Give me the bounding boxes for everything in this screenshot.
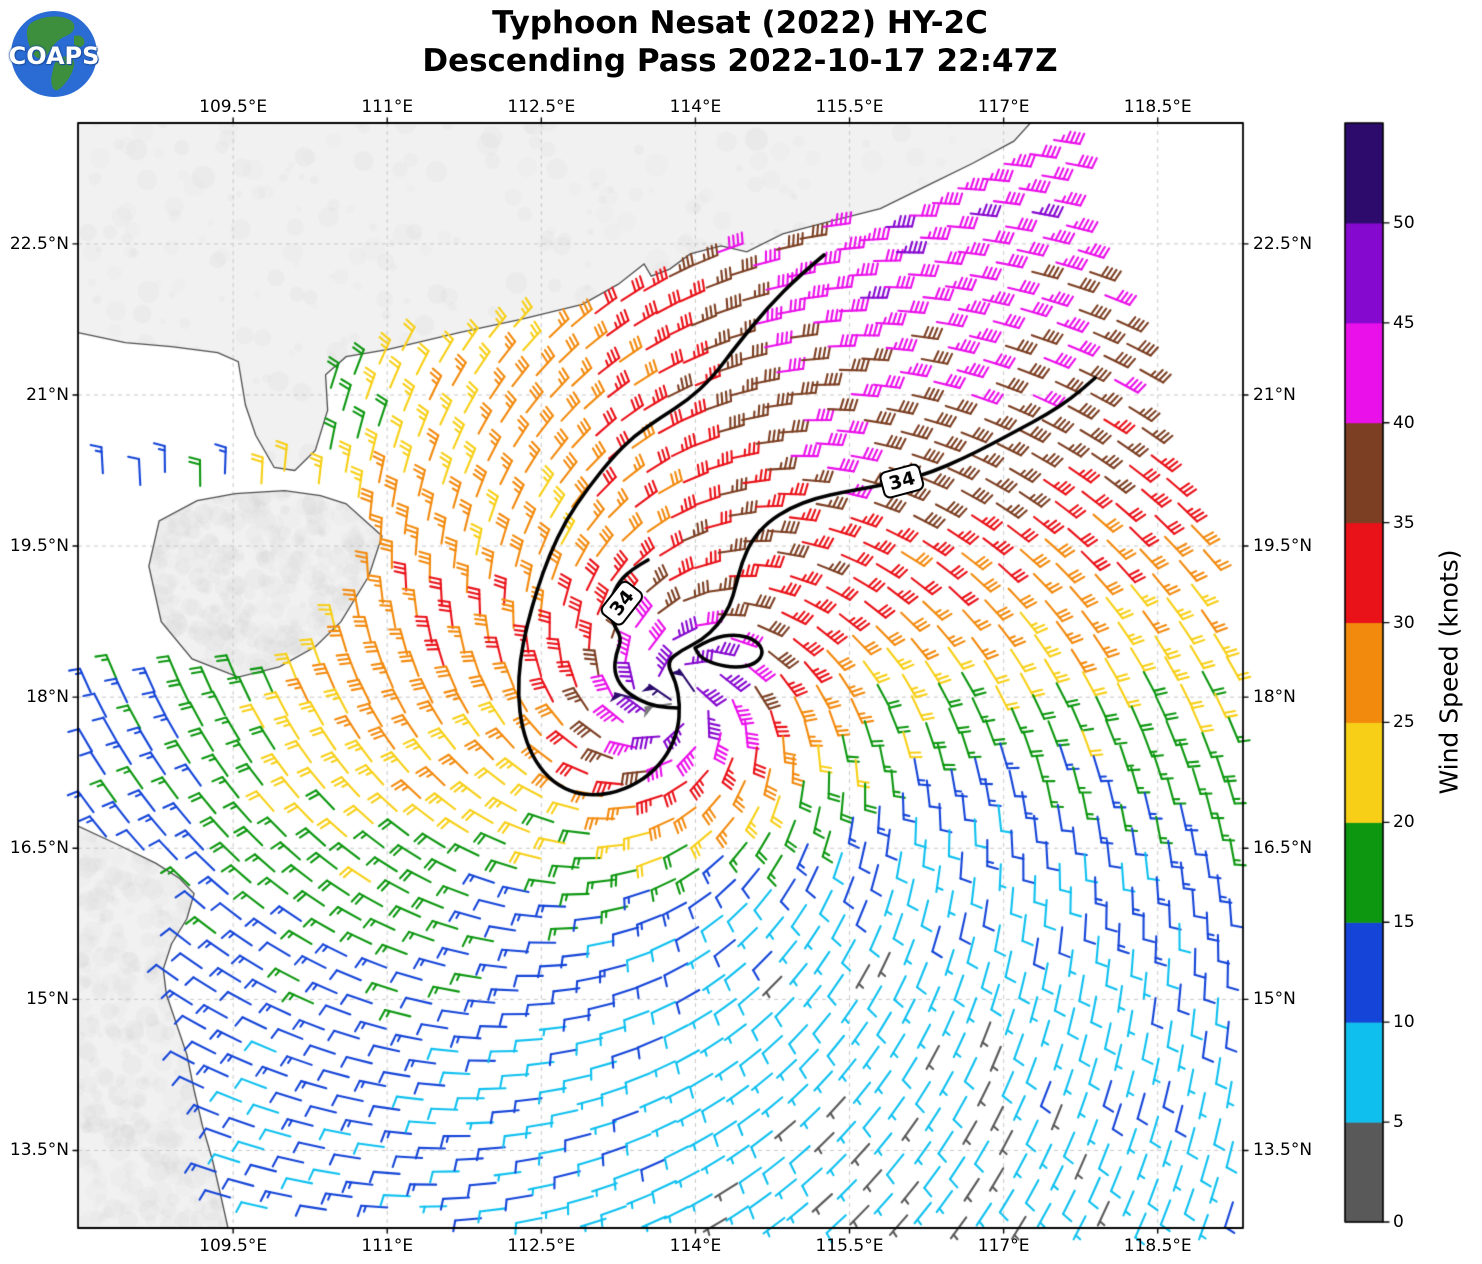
colorbar-tick: 50 [1393,212,1415,233]
colorbar-tick: 35 [1393,512,1415,533]
colorbar-tick: 10 [1393,1012,1415,1033]
lat-tick-left: 21°N [26,384,69,405]
lat-tick-right: 22.5°N [1253,233,1313,254]
lon-tick-top: 117°E [977,97,1030,117]
lat-tick-right: 19.5°N [1253,536,1313,557]
page-title: Typhoon Nesat (2022) HY-2C Descending Pa… [60,4,1420,80]
logo-text: COAPS [8,42,100,70]
lon-tick-bottom: 118.5°E [1123,1236,1192,1256]
title-line-2: Descending Pass 2022-10-17 22:47Z [422,43,1058,79]
colorbar-tick: 25 [1393,712,1415,733]
lat-tick-right: 15°N [1253,989,1296,1010]
lon-tick-bottom: 114°E [669,1236,722,1256]
lat-tick-right: 16.5°N [1253,838,1313,859]
lon-tick-top: 109.5°E [199,97,268,117]
lat-tick-right: 18°N [1253,687,1296,708]
lon-tick-bottom: 112.5°E [507,1236,576,1256]
colorbar-tick: 15 [1393,912,1415,933]
colorbar-tick: 45 [1393,312,1415,333]
title-line-1: Typhoon Nesat (2022) HY-2C [492,5,988,41]
lat-tick-left: 13.5°N [9,1140,69,1161]
globe-icon [11,11,97,97]
colorbar-tick: 0 [1393,1212,1404,1232]
lat-tick-left: 22.5°N [9,233,69,254]
lat-tick-left: 18°N [26,687,69,708]
colorbar-tick: 20 [1393,812,1415,833]
colorbar-tick: 40 [1393,412,1415,433]
lon-tick-top: 114°E [669,97,722,117]
lat-tick-left: 19.5°N [9,536,69,557]
lon-tick-bottom: 111°E [361,1236,414,1256]
lon-tick-bottom: 115.5°E [815,1236,884,1256]
lat-tick-left: 16.5°N [9,838,69,859]
colorbar-tick: 30 [1393,612,1415,633]
lon-tick-top: 111°E [361,97,414,117]
lat-tick-right: 21°N [1253,384,1296,405]
lon-tick-top: 115.5°E [815,97,884,117]
colorbar-title: Wind Speed (knots) [1434,549,1464,795]
lon-tick-bottom: 109.5°E [199,1236,268,1256]
lat-tick-right: 13.5°N [1253,1140,1313,1161]
lon-tick-top: 118.5°E [1123,97,1192,117]
coaps-logo: COAPS [8,6,100,100]
lon-tick-top: 112.5°E [507,97,576,117]
lon-tick-bottom: 117°E [977,1236,1030,1256]
colorbar-tick: 5 [1393,1112,1404,1133]
lat-tick-left: 15°N [26,989,69,1010]
